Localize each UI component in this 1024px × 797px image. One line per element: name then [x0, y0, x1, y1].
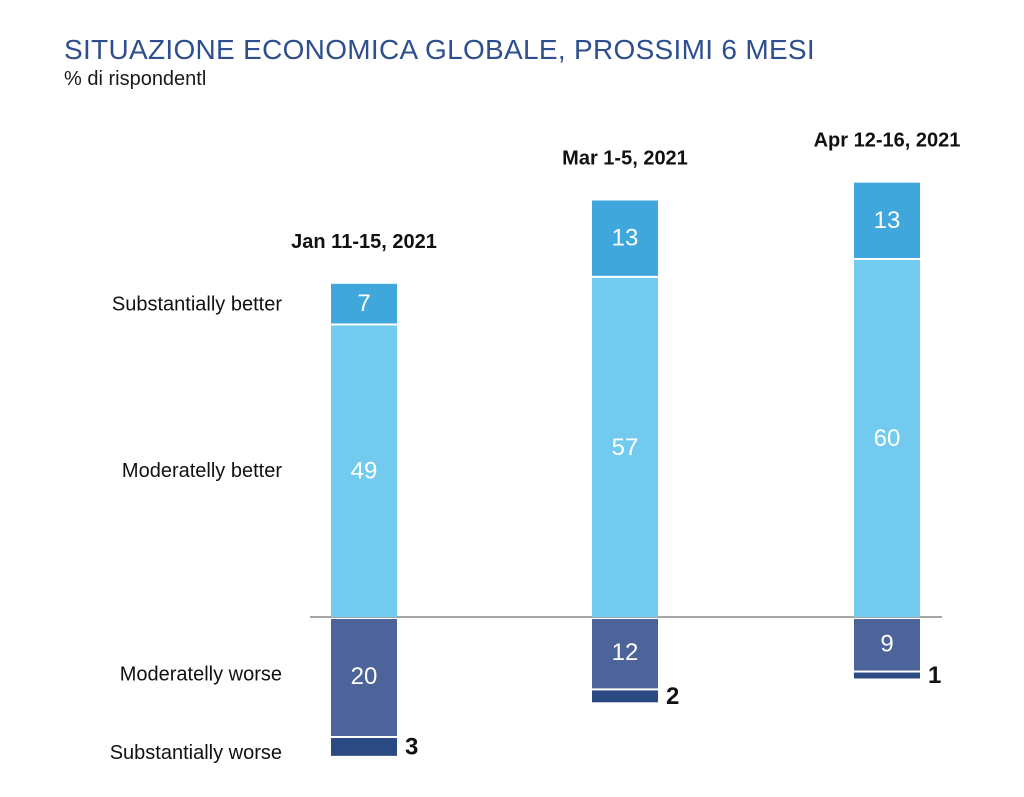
bar-moderately-better-3 [854, 260, 920, 617]
bar-moderately-better-1 [331, 325, 397, 617]
chart-title: SITUAZIONE ECONOMICA GLOBALE, PROSSIMI 6… [64, 34, 815, 65]
category-label-1: Jan 11-15, 2021 [291, 231, 437, 253]
bar-substantially-better-3 [854, 182, 920, 258]
data-label-substantially-better-2: 13 [612, 225, 639, 252]
bar-moderately-worse-3 [854, 619, 920, 671]
data-label-moderately-worse-3: 9 [880, 630, 893, 657]
bar-moderately-worse-2 [592, 619, 658, 689]
bar-substantially-worse-2 [592, 690, 658, 703]
bar-substantially-better-1 [331, 283, 397, 324]
data-label-moderately-better-3: 60 [874, 425, 901, 452]
data-label-moderately-better-1: 49 [351, 458, 378, 485]
data-label-substantially-worse-1: 3 [405, 733, 418, 760]
data-label-substantially-worse-2: 2 [666, 683, 679, 710]
category-label-3: Apr 12-16, 2021 [814, 130, 961, 152]
data-label-moderately-worse-2: 12 [612, 639, 639, 666]
category-label-2: Mar 1-5, 2021 [562, 148, 688, 170]
bar-substantially-worse-3 [854, 672, 920, 679]
data-label-substantially-better-3: 13 [874, 207, 901, 234]
chart-subtitle: % di rispondentl [64, 68, 207, 90]
bar-substantially-worse-1 [331, 738, 397, 756]
legend-label-moderately-better: Moderatelly better [122, 460, 282, 482]
bar-substantially-better-2 [592, 200, 658, 276]
legend-label-substantially-worse: Substantially worse [110, 742, 282, 764]
legend-label-substantially-better: Substantially better [112, 294, 282, 316]
bar-moderately-better-2 [592, 277, 658, 617]
data-label-substantially-better-1: 7 [357, 290, 370, 317]
data-label-moderately-better-2: 57 [612, 434, 639, 461]
legend-label-moderately-worse: Moderatelly worse [120, 664, 282, 686]
bar-moderately-worse-1 [331, 619, 397, 736]
data-label-moderately-worse-1: 20 [351, 663, 378, 690]
data-label-substantially-worse-3: 1 [928, 662, 941, 689]
